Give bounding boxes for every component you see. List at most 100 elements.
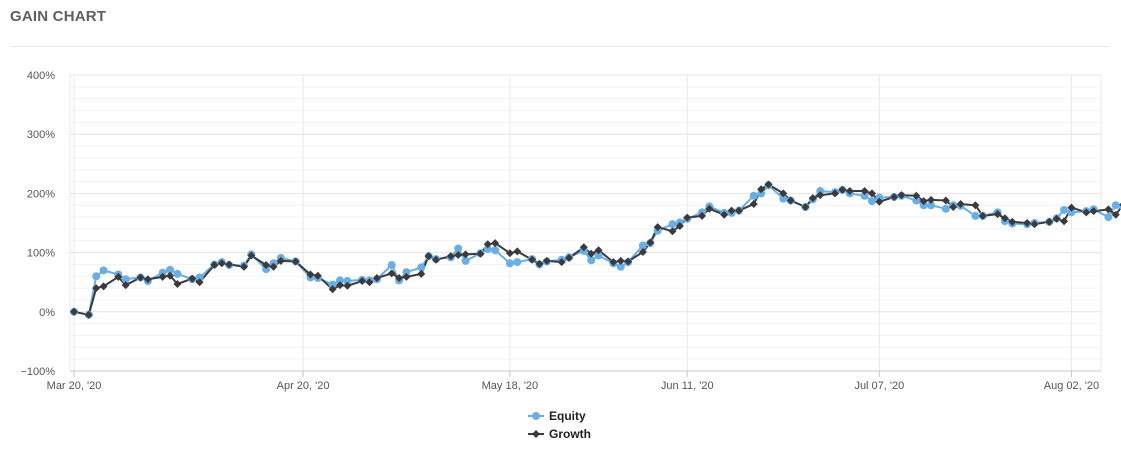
- equity-point: [505, 259, 514, 268]
- growth-point: [838, 185, 847, 194]
- growth-point: [941, 196, 950, 205]
- equity-point: [513, 258, 522, 267]
- equity-point: [158, 268, 167, 277]
- growth-point: [195, 278, 204, 287]
- legend-equity-label[interactable]: Equity: [549, 409, 586, 423]
- equity-point: [335, 276, 344, 285]
- growth-point: [683, 213, 692, 222]
- growth-point: [542, 256, 551, 265]
- growth-point: [808, 194, 817, 203]
- growth-point: [927, 195, 936, 204]
- legend-equity-marker: [532, 412, 540, 420]
- growth-point: [734, 206, 743, 215]
- growth-point: [291, 257, 300, 266]
- equity-point: [1067, 208, 1076, 217]
- growth-point: [1045, 217, 1054, 226]
- growth-point: [831, 189, 840, 198]
- equity-point: [343, 277, 352, 286]
- growth-point: [491, 239, 500, 248]
- growth-point: [720, 210, 729, 219]
- growth-point: [616, 256, 625, 265]
- growth-point: [387, 269, 396, 278]
- equity-point: [1111, 201, 1120, 210]
- chart-legend[interactable]: Equity Growth: [528, 409, 591, 441]
- series-markers: [70, 180, 1121, 319]
- growth-point: [528, 255, 537, 264]
- growth-point: [1082, 208, 1091, 217]
- growth-point: [365, 278, 374, 287]
- equity-point: [757, 189, 766, 198]
- chart-axes: −100% 0% 100% 200% 300% 400% Mar 20, '20 Apr 20…: [20, 70, 1101, 392]
- growth-point: [166, 271, 175, 280]
- growth-point: [136, 273, 145, 282]
- equity-point: [387, 261, 396, 270]
- growth-point: [949, 203, 958, 212]
- growth-point: [239, 262, 248, 271]
- growth-point: [476, 249, 485, 258]
- growth-point: [92, 284, 101, 293]
- growth-point: [1030, 220, 1039, 229]
- equity-point: [99, 266, 108, 275]
- equity-point: [173, 269, 182, 278]
- equity-point: [1104, 213, 1113, 222]
- x-tick-label: Jul 07, '20: [854, 380, 904, 392]
- growth-point: [816, 191, 825, 200]
- equity-point: [483, 245, 492, 254]
- y-tick-label: 300%: [27, 129, 55, 141]
- growth-point: [343, 281, 352, 290]
- equity-point: [816, 187, 825, 196]
- growth-point: [897, 191, 906, 200]
- equity-point: [638, 241, 647, 250]
- growth-point: [653, 223, 662, 232]
- equity-point: [860, 191, 869, 200]
- growth-point: [358, 277, 367, 286]
- equity-point: [616, 262, 625, 271]
- growth-point: [70, 307, 78, 316]
- growth-point: [432, 255, 441, 264]
- growth-point: [587, 249, 596, 258]
- y-tick-label: 100%: [27, 248, 55, 260]
- growth-point: [919, 197, 928, 206]
- growth-point: [1000, 214, 1009, 223]
- growth-point: [395, 274, 404, 283]
- growth-point: [609, 258, 618, 267]
- growth-point: [557, 258, 566, 267]
- equity-point: [971, 211, 980, 220]
- growth-point: [247, 251, 256, 260]
- equity-point: [779, 194, 788, 203]
- equity-point: [587, 256, 596, 265]
- growth-point: [262, 261, 271, 270]
- growth-point: [727, 206, 736, 215]
- growth-point: [173, 279, 182, 288]
- equity-point: [927, 201, 936, 210]
- equity-point: [166, 265, 175, 274]
- growth-point: [890, 192, 899, 201]
- growth-point: [217, 259, 226, 268]
- title-divider: [10, 46, 1110, 47]
- growth-point: [579, 243, 588, 252]
- panel-title: GAIN CHART: [10, 8, 107, 25]
- growth-point: [84, 310, 93, 319]
- growth-point: [535, 259, 544, 268]
- growth-point: [993, 210, 1002, 219]
- equity-point: [875, 193, 884, 202]
- growth-point: [1089, 207, 1098, 216]
- growth-point: [225, 260, 234, 269]
- growth-point: [801, 203, 810, 212]
- growth-point: [1067, 203, 1076, 212]
- equity-point: [919, 201, 928, 210]
- legend-growth-label[interactable]: Growth: [549, 427, 591, 441]
- growth-point: [764, 180, 773, 189]
- growth-point: [424, 252, 433, 261]
- growth-point: [705, 204, 714, 213]
- growth-point: [845, 187, 854, 196]
- growth-point: [668, 227, 677, 236]
- growth-point: [483, 240, 492, 249]
- growth-point: [143, 275, 152, 284]
- equity-point: [328, 280, 337, 289]
- growth-point: [912, 191, 921, 200]
- x-tick-label: Jun 11, '20: [661, 380, 714, 392]
- growth-point: [513, 247, 522, 256]
- growth-point: [210, 261, 219, 270]
- equity-point: [262, 265, 271, 274]
